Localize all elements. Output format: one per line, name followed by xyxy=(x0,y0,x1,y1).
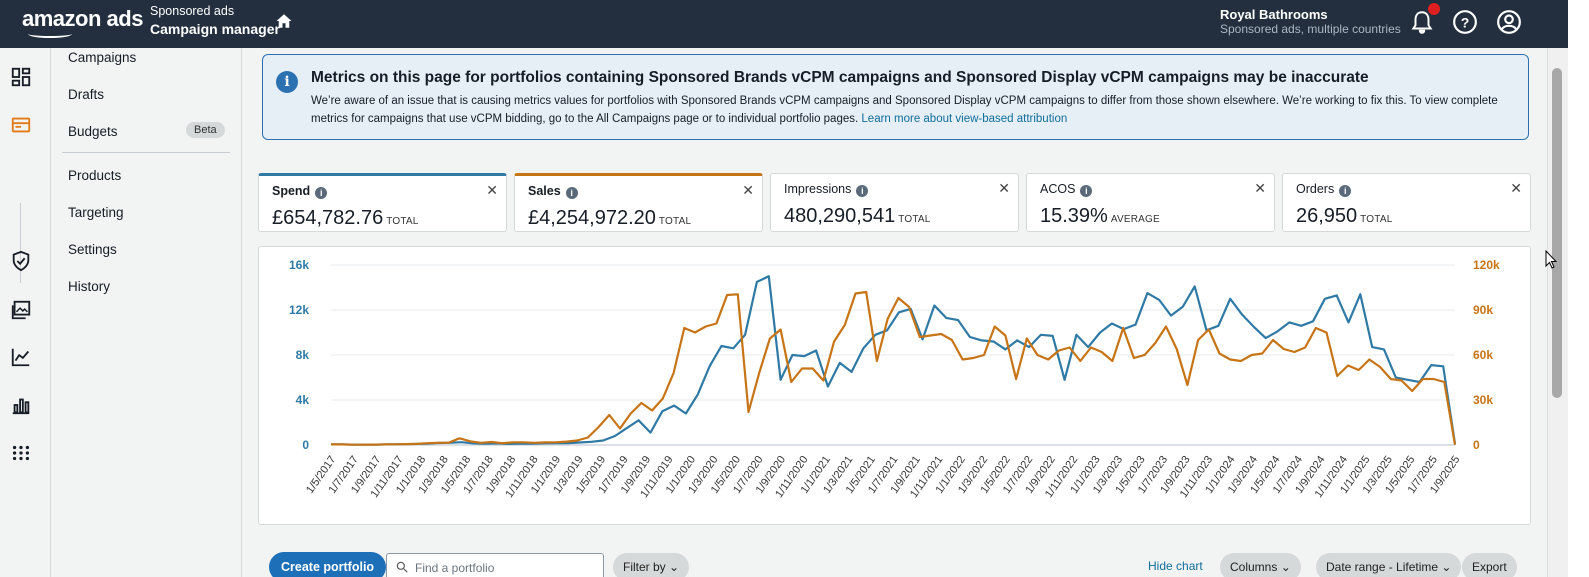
info-icon[interactable]: i xyxy=(315,187,328,199)
page-scrollbar[interactable] xyxy=(1547,48,1568,577)
metric-value: 26,950 TOTAL xyxy=(1296,205,1393,227)
info-alert: i Metrics on this page for portfolios co… xyxy=(262,54,1529,140)
metric-value: 480,290,541 TOTAL xyxy=(784,205,931,227)
info-icon[interactable]: i xyxy=(565,187,578,199)
user-profile-icon[interactable] xyxy=(1496,9,1522,35)
close-icon[interactable]: ✕ xyxy=(742,182,754,198)
window-edge xyxy=(1568,0,1589,577)
dashboard-icon[interactable] xyxy=(10,66,32,88)
portfolio-toolbar: Create portfolio Find a portfolio Filter… xyxy=(258,540,1531,577)
info-icon[interactable]: i xyxy=(1339,185,1352,197)
right-axis-tick-label: 90k xyxy=(1473,303,1493,317)
metric-value: £4,254,972.20 TOTAL xyxy=(528,207,692,229)
right-axis-tick-label: 30k xyxy=(1473,393,1493,407)
left-axis-tick-label: 16k xyxy=(289,258,309,272)
chevron-down-icon: ⌄ xyxy=(1441,560,1452,574)
apps-grid-icon[interactable] xyxy=(10,442,32,464)
account-name[interactable]: Royal Bathrooms xyxy=(1220,7,1328,22)
metric-tile-spend[interactable]: Spend i ✕ £654,782.76 TOTAL xyxy=(258,173,507,232)
metric-name: Orders i xyxy=(1296,182,1352,197)
close-icon[interactable]: ✕ xyxy=(1510,180,1522,196)
scrollbar-thumb[interactable] xyxy=(1552,68,1562,398)
close-icon[interactable]: ✕ xyxy=(998,180,1010,196)
nav-item-history[interactable]: History xyxy=(68,279,111,294)
notification-dot xyxy=(1428,3,1440,15)
bell-icon[interactable] xyxy=(1409,9,1435,35)
columns-button[interactable]: Columns ⌄ xyxy=(1220,553,1301,577)
rail-divider xyxy=(20,203,21,283)
nav-item-drafts[interactable]: Drafts xyxy=(68,87,105,102)
alert-message: We’re aware of an issue that is causing … xyxy=(311,95,1498,125)
beta-badge: Beta xyxy=(186,122,225,138)
metric-tile-sales[interactable]: Sales i ✕ £4,254,972.20 TOTAL xyxy=(514,173,763,232)
date-range-button[interactable]: Date range - Lifetime ⌄ xyxy=(1316,553,1462,577)
metric-name: Sales i xyxy=(528,184,578,199)
right-axis-tick-label: 60k xyxy=(1473,348,1493,362)
series-line-spend xyxy=(331,275,1457,446)
alert-title: Metrics on this page for portfolios cont… xyxy=(311,69,1369,86)
line-chart-icon[interactable] xyxy=(10,346,32,368)
account-subtitle: Sponsored ads, multiple countries xyxy=(1220,22,1401,36)
chevron-down-icon: ⌄ xyxy=(1280,560,1291,574)
create-portfolio-button[interactable]: Create portfolio xyxy=(269,552,387,577)
metric-value: £654,782.76 TOTAL xyxy=(272,207,419,229)
right-axis-tick-label: 0 xyxy=(1473,438,1480,452)
bar-chart-icon[interactable] xyxy=(10,394,32,416)
nav-item-settings[interactable]: Settings xyxy=(68,242,117,257)
help-icon[interactable]: ? xyxy=(1452,9,1478,35)
filter-by-button[interactable]: Filter by ⌄ xyxy=(613,553,690,577)
nav-item-targeting[interactable]: Targeting xyxy=(68,205,124,220)
logo-smile-icon xyxy=(28,30,72,38)
info-icon[interactable]: i xyxy=(856,185,869,197)
performance-chart: 16k 120k 12k 90k 8k 60k 4k 30k 0 0 1/5/2017 1/7/201… xyxy=(258,246,1531,525)
nav-item-campaigns[interactable]: Campaigns xyxy=(68,50,137,65)
nav-item-products[interactable]: Products xyxy=(68,168,122,183)
nav-divider xyxy=(62,152,230,153)
metric-tile-impressions[interactable]: Impressions i ✕ 480,290,541 TOTAL xyxy=(770,173,1019,232)
alert-body: We’re aware of an issue that is causing … xyxy=(311,93,1511,128)
learn-more-link[interactable]: Learn more about view-based attribution xyxy=(861,112,1068,125)
home-icon[interactable] xyxy=(275,12,293,30)
app-title[interactable]: Campaign manager xyxy=(150,21,280,37)
right-axis-tick-label: 120k xyxy=(1473,258,1500,272)
metric-value: 15.39% AVERAGE xyxy=(1040,205,1160,227)
icon-rail xyxy=(0,48,51,577)
close-icon[interactable]: ✕ xyxy=(1254,180,1266,196)
metric-tile-acos[interactable]: ACOS i ✕ 15.39% AVERAGE xyxy=(1026,173,1275,232)
top-bar: amazon ads Sponsored ads Campaign manage… xyxy=(0,0,1568,48)
metric-name: Spend i xyxy=(272,184,328,199)
search-placeholder: Find a portfolio xyxy=(415,561,495,575)
left-axis-tick-label: 8k xyxy=(296,348,310,362)
app-section-label: Sponsored ads xyxy=(150,4,235,18)
metric-name: ACOS i xyxy=(1040,182,1093,197)
nav-item-budgets[interactable]: Budgets xyxy=(68,124,118,139)
series-line-sales xyxy=(331,290,1457,446)
metric-name: Impressions i xyxy=(784,182,869,197)
info-icon[interactable]: i xyxy=(1080,185,1093,197)
shield-icon[interactable] xyxy=(10,250,32,272)
metric-tile-orders[interactable]: Orders i ✕ 26,950 TOTAL xyxy=(1282,173,1531,232)
search-icon xyxy=(396,561,408,573)
portfolio-search-input[interactable]: Find a portfolio xyxy=(386,553,604,577)
creative-images-icon[interactable] xyxy=(10,299,32,321)
chevron-down-icon: ⌄ xyxy=(669,560,680,574)
mouse-cursor-icon xyxy=(1545,250,1557,269)
export-button[interactable]: Export xyxy=(1462,553,1517,577)
amazon-ads-logo[interactable]: amazon ads xyxy=(22,6,143,31)
left-axis-tick-label: 4k xyxy=(296,393,310,407)
campaigns-icon[interactable] xyxy=(10,114,32,136)
svg-text:?: ? xyxy=(1461,14,1470,30)
hide-chart-link[interactable]: Hide chart xyxy=(1148,559,1203,573)
left-axis-tick-label: 0 xyxy=(302,438,309,452)
secondary-nav: Campaigns Drafts Budgets Beta Products T… xyxy=(52,48,242,577)
close-icon[interactable]: ✕ xyxy=(486,182,498,198)
left-axis-tick-label: 12k xyxy=(289,303,309,317)
info-icon: i xyxy=(276,71,298,93)
